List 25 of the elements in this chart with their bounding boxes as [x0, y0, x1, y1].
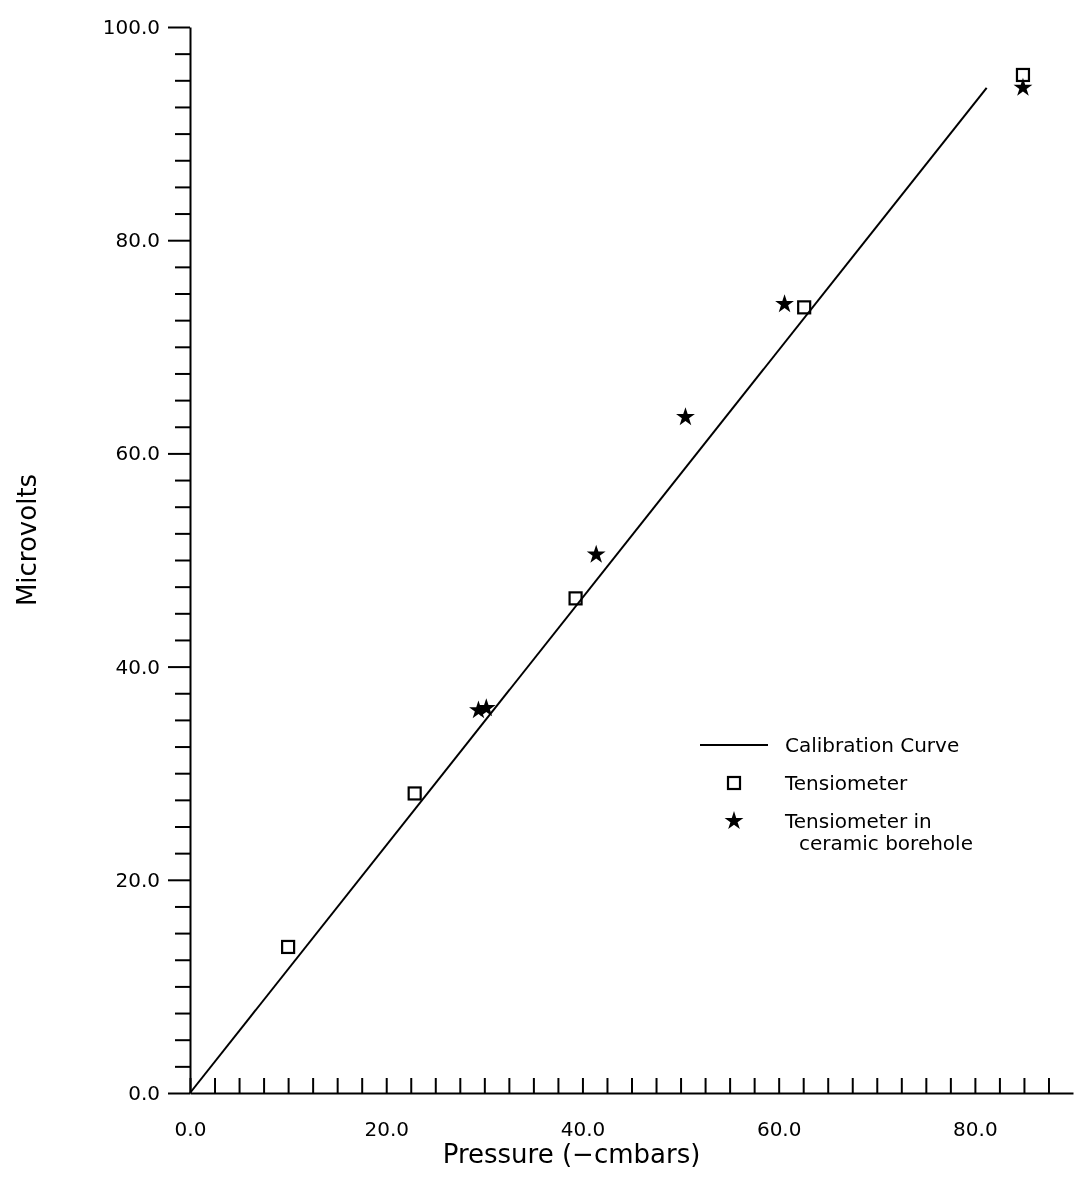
x-tick-label: 40.0	[560, 1117, 606, 1142]
point	[407, 786, 422, 801]
point	[281, 939, 296, 955]
legend-label: Calibration Curve	[785, 733, 960, 757]
x-tick-label: 0.0	[174, 1117, 207, 1142]
point	[1013, 77, 1033, 96]
y-tick-label: 40.0	[115, 654, 160, 679]
legend-label: Tensiometer in ceramic borehole	[784, 809, 973, 855]
y-tick-label: 20.0	[115, 867, 160, 892]
y-tick-label: 0.0	[128, 1080, 160, 1105]
point	[568, 591, 583, 606]
legend-label: Tensiometer	[784, 771, 908, 795]
point	[775, 294, 794, 313]
point	[586, 544, 606, 563]
point	[1015, 67, 1031, 83]
point	[676, 407, 695, 426]
y-tick-label: 60.0	[115, 441, 160, 466]
x-tick-label: 20.0	[364, 1117, 409, 1142]
x-tick-label: 80.0	[953, 1117, 998, 1142]
x-axis-title: Pressure (−cmbars)	[442, 1139, 701, 1169]
y-tick-label: 100.0	[102, 14, 160, 39]
x-tick-label: 60.0	[756, 1117, 802, 1142]
point	[797, 300, 812, 315]
y-tick-label: 80.0	[115, 228, 160, 253]
y-axis-title: Microvolts	[12, 473, 42, 607]
